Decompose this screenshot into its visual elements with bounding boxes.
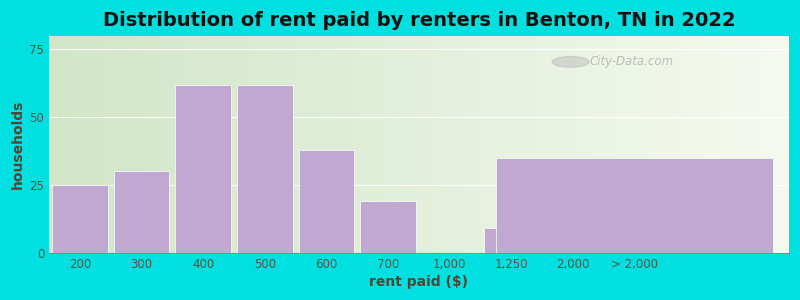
Bar bbox=[175, 85, 231, 253]
Bar bbox=[237, 85, 293, 253]
Bar bbox=[114, 172, 170, 253]
Y-axis label: households: households bbox=[11, 100, 25, 189]
Bar bbox=[52, 185, 107, 253]
Bar bbox=[298, 150, 354, 253]
Title: Distribution of rent paid by renters in Benton, TN in 2022: Distribution of rent paid by renters in … bbox=[102, 11, 735, 30]
Bar bbox=[360, 201, 416, 253]
Circle shape bbox=[552, 56, 589, 67]
Text: City-Data.com: City-Data.com bbox=[589, 56, 674, 68]
Bar bbox=[496, 158, 774, 253]
X-axis label: rent paid ($): rent paid ($) bbox=[370, 275, 469, 289]
Bar bbox=[484, 228, 539, 253]
